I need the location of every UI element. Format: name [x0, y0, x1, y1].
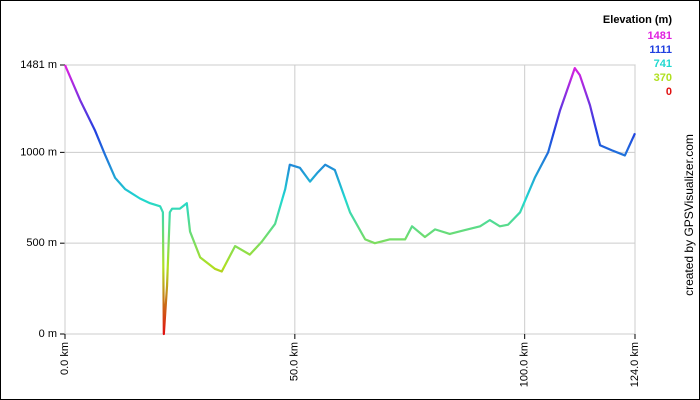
x-tick-label: 100.0 km	[519, 342, 531, 387]
y-tick-label: 500 m	[26, 237, 57, 249]
x-tick-label: 124.0 km	[629, 342, 641, 387]
credit: created by GPSVisualizer.com	[682, 134, 696, 296]
y-tick-label: 1000 m	[20, 146, 57, 158]
legend-entry: 370	[654, 72, 672, 84]
elevation-line	[63, 64, 637, 336]
y-tick-label: 1481 m	[20, 59, 57, 71]
legend-entry: 1481	[648, 30, 672, 42]
y-tick-label: 0 m	[39, 328, 57, 340]
x-tick-label: 50.0 km	[289, 342, 301, 381]
legend-entry: 0	[666, 86, 672, 98]
legend-entry: 741	[654, 58, 672, 70]
x-tick-label: 0.0 km	[59, 342, 71, 375]
legend-title: Elevation (m)	[603, 14, 672, 26]
legend-entry: 1111	[649, 44, 672, 56]
